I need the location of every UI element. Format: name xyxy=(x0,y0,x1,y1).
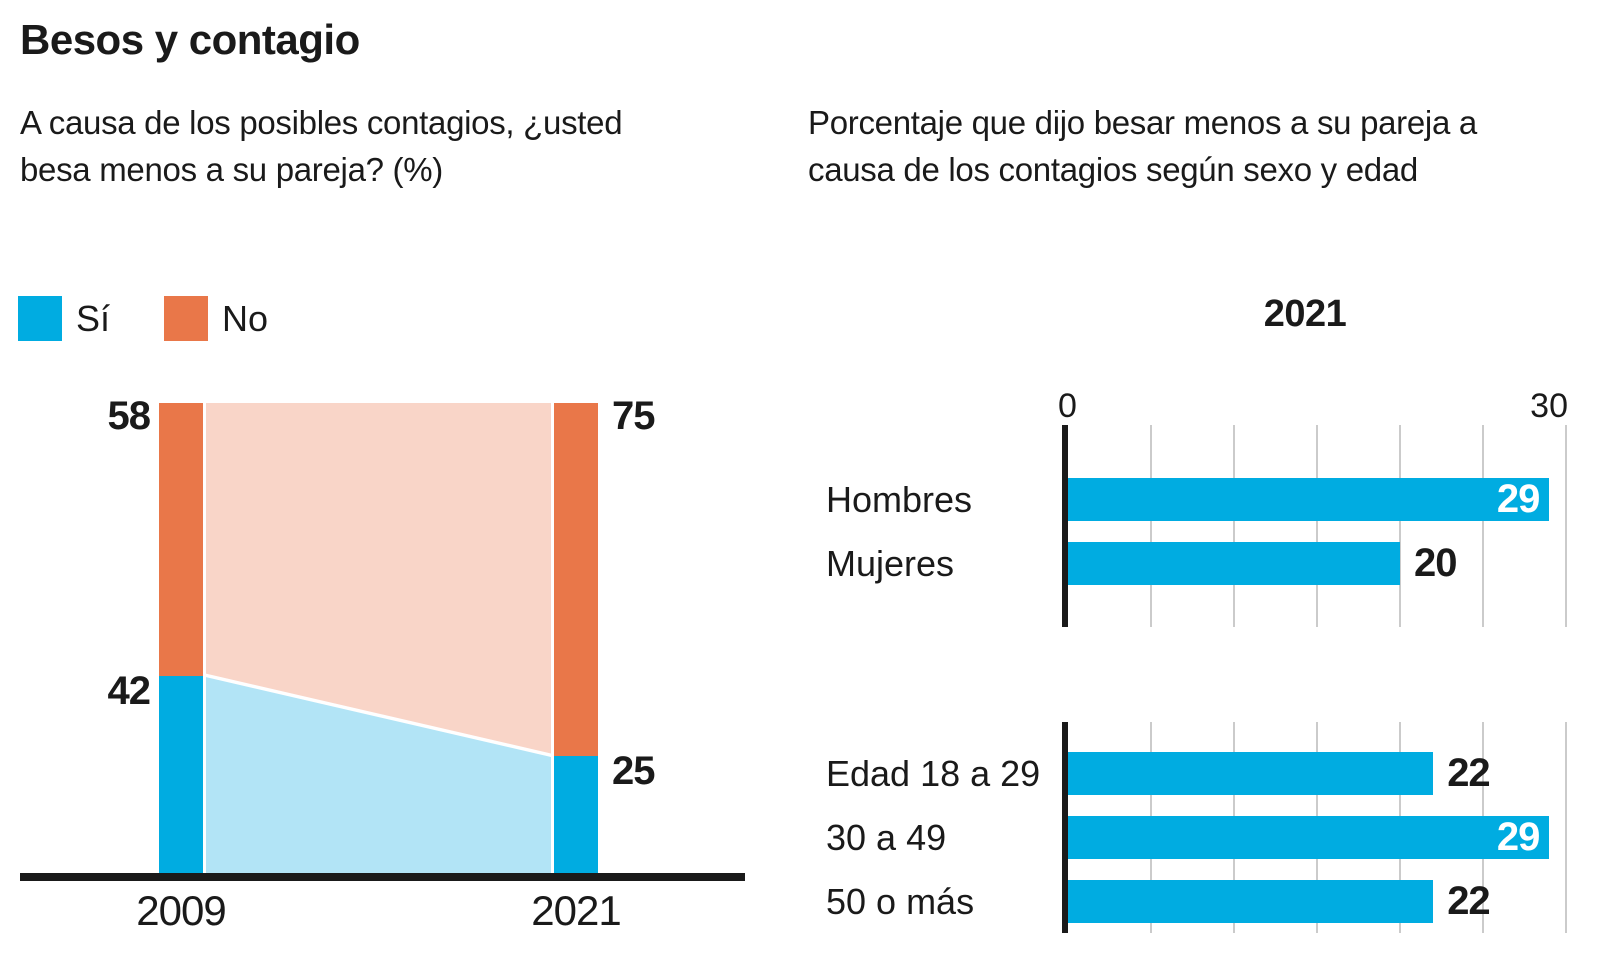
gridline xyxy=(1482,425,1484,627)
value-label-18-29: 22 xyxy=(1447,751,1490,795)
legend-label-no: No xyxy=(222,297,269,339)
value-label-50-mas: 22 xyxy=(1447,879,1490,923)
segment-no-2021 xyxy=(554,403,598,756)
gridline xyxy=(1565,425,1567,627)
slope-chart: 58 42 75 25 2009 2021 xyxy=(20,396,760,943)
legend: Sí No xyxy=(18,296,268,341)
bar-hombres xyxy=(1068,478,1550,521)
bar-chart-sex: 0 30 Hombres Mujeres 29 20 xyxy=(808,387,1600,637)
y-axis-line xyxy=(1062,722,1068,933)
axis-tick-30: 30 xyxy=(1530,387,1568,425)
page-title: Besos y contagio xyxy=(20,16,360,63)
segment-si-2009 xyxy=(159,675,203,873)
segment-no-2009 xyxy=(159,403,203,676)
legend-item-no: No xyxy=(164,296,268,341)
left-chart-subtitle: A causa de los posibles contagios, ¿uste… xyxy=(20,104,623,188)
legend-swatch-si xyxy=(18,296,62,341)
right-chart-subtitle: Porcentaje que dijo besar menos a su par… xyxy=(808,104,1477,188)
value-si-2009: 42 xyxy=(107,668,152,713)
category-label-18-29: Edad 18 a 29 xyxy=(826,753,1041,794)
axis-tick-0: 0 xyxy=(1058,387,1077,425)
value-label-hombres: 29 xyxy=(1496,477,1541,521)
stacked-bar-2009 xyxy=(159,403,203,873)
legend-label-si: Sí xyxy=(76,297,111,339)
bar-18-29 xyxy=(1068,752,1434,795)
x-axis-line xyxy=(20,873,745,881)
value-si-2021: 25 xyxy=(612,748,655,793)
x-label-2021: 2021 xyxy=(531,887,621,934)
category-label-50-mas: 50 o más xyxy=(826,881,975,922)
category-label-mujeres: Mujeres xyxy=(826,543,955,584)
value-no-2021: 75 xyxy=(612,394,655,438)
category-label-30-49: 30 a 49 xyxy=(826,817,947,858)
legend-swatch-no xyxy=(164,296,209,341)
gridline xyxy=(1150,425,1152,627)
gridline xyxy=(1399,425,1401,627)
legend-item-si: Sí xyxy=(18,296,110,341)
bar-50-mas xyxy=(1068,880,1434,923)
value-no-2009: 58 xyxy=(107,394,152,438)
gridline xyxy=(1316,425,1318,627)
bar-chart-age: Edad 18 a 29 30 a 49 50 o más 22 29 22 xyxy=(808,690,1600,950)
stacked-bar-2021 xyxy=(554,403,598,873)
category-label-hombres: Hombres xyxy=(826,479,973,520)
segment-si-2021 xyxy=(554,755,598,873)
bar-30-49 xyxy=(1068,816,1550,859)
x-label-2009: 2009 xyxy=(136,887,226,934)
bar-mujeres xyxy=(1068,542,1400,585)
y-axis-line xyxy=(1062,425,1068,627)
slope-areas xyxy=(206,403,551,873)
gridline xyxy=(1233,425,1235,627)
year-heading: 2021 xyxy=(1263,293,1347,335)
area-no xyxy=(206,403,551,754)
area-si xyxy=(206,677,551,873)
value-label-mujeres: 20 xyxy=(1414,541,1457,585)
gridline xyxy=(1565,722,1567,933)
value-label-30-49: 29 xyxy=(1496,815,1541,859)
